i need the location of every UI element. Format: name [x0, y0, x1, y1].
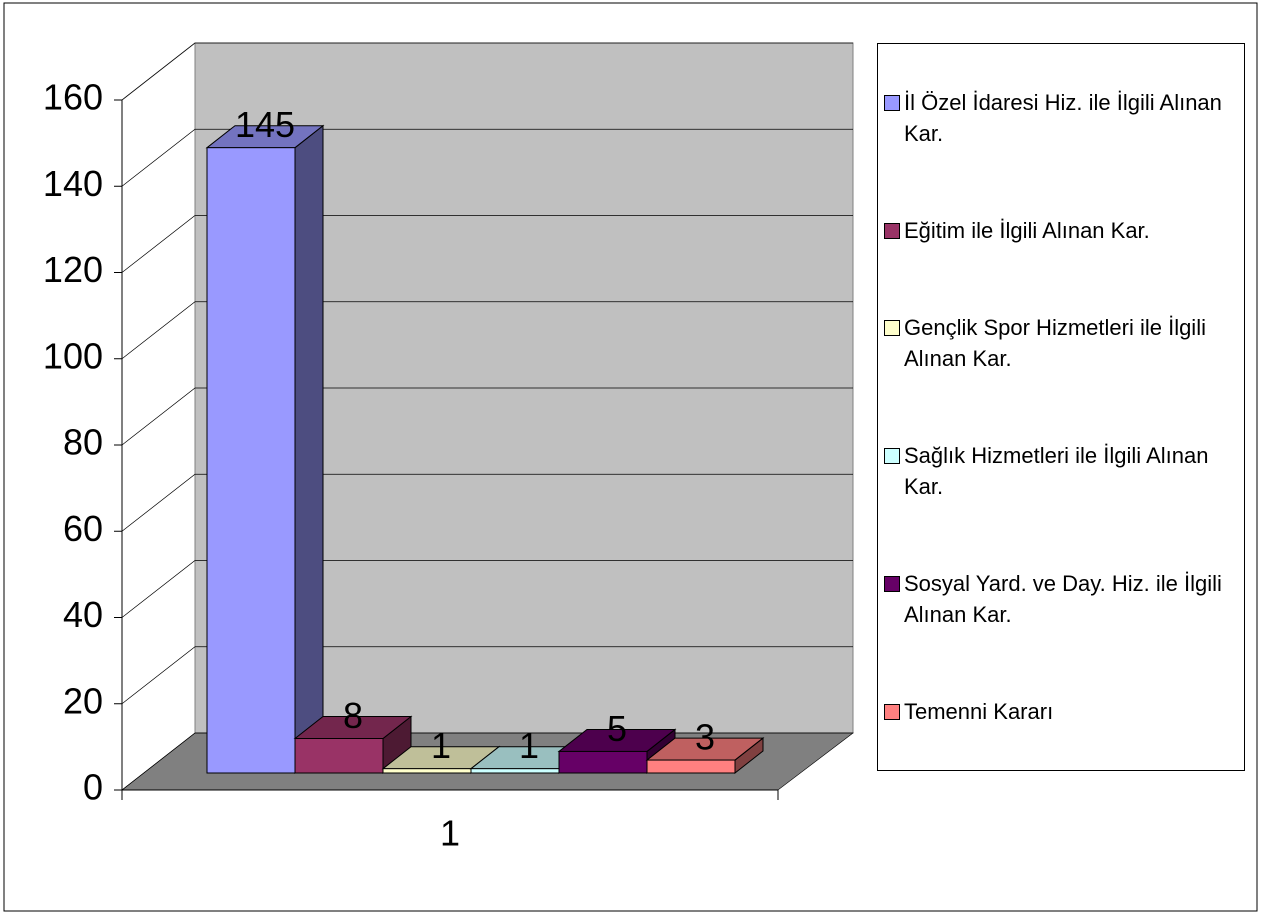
bar: [558, 750, 648, 774]
legend-entry: Gençlik Spor Hizmetleri ile İlgili Alına…: [878, 312, 1244, 374]
legend-swatch: [884, 95, 900, 111]
y-tick-label: 140: [43, 163, 103, 204]
legend-swatch: [884, 320, 900, 336]
value-label: 5: [607, 708, 627, 749]
value-label: 1: [519, 725, 539, 766]
legend-swatch: [884, 448, 900, 464]
legend-entry: İl Özel İdaresi Hiz. ile İlgili Alınan K…: [878, 87, 1244, 149]
legend-entry: Temenni Kararı: [878, 696, 1244, 727]
legend-label: Gençlik Spor Hizmetleri ile İlgili Alına…: [904, 315, 1206, 371]
chart-border: [3, 2, 1258, 912]
grid-line: [121, 301, 853, 360]
y-tick-label: 60: [63, 508, 103, 549]
value-label: 1: [431, 725, 451, 766]
bar: [294, 738, 384, 774]
value-label: 8: [343, 695, 363, 736]
bar: [206, 147, 296, 774]
value-label: 3: [695, 717, 715, 758]
legend-entry: Sağlık Hizmetleri ile İlgili Alınan Kar.: [878, 440, 1244, 502]
grid-line: [121, 215, 853, 273]
y-tick-label: 160: [43, 77, 103, 118]
grid-line: [121, 646, 853, 705]
legend-swatch: [884, 223, 900, 239]
grid-line: [121, 387, 853, 446]
y-tick-label: 20: [63, 680, 103, 721]
grid-line: [121, 42, 853, 101]
y-tick-label: 120: [43, 249, 103, 290]
legend-entry: Sosyal Yard. ve Day. Hiz. ile İlgili Alı…: [878, 568, 1244, 630]
legend-swatch: [884, 576, 900, 592]
legend-swatch: [884, 704, 900, 720]
legend-label: Sağlık Hizmetleri ile İlgili Alınan Kar.: [904, 443, 1209, 499]
legend-label: Eğitim ile İlgili Alınan Kar.: [904, 218, 1150, 243]
bar: [470, 768, 560, 774]
y-tick-label: 100: [43, 335, 103, 376]
legend-label: Sosyal Yard. ve Day. Hiz. ile İlgili Alı…: [904, 571, 1222, 627]
grid-line: [121, 128, 853, 187]
y-tick-label: 80: [63, 422, 103, 463]
legend-label: Temenni Kararı: [904, 699, 1054, 724]
bar: [646, 759, 736, 774]
x-tick-label: 1: [440, 813, 460, 854]
grid-line: [121, 473, 853, 532]
grid-line: [121, 560, 853, 618]
bar-side: [294, 124, 324, 775]
y-tick-label: 0: [83, 767, 103, 808]
legend-label: İl Özel İdaresi Hiz. ile İlgili Alınan K…: [904, 90, 1222, 146]
legend-entry: Eğitim ile İlgili Alınan Kar.: [878, 215, 1244, 246]
value-label: 145: [235, 104, 295, 145]
bar: [382, 768, 472, 774]
y-tick-label: 40: [63, 594, 103, 635]
legend: İl Özel İdaresi Hiz. ile İlgili Alınan K…: [877, 43, 1245, 771]
